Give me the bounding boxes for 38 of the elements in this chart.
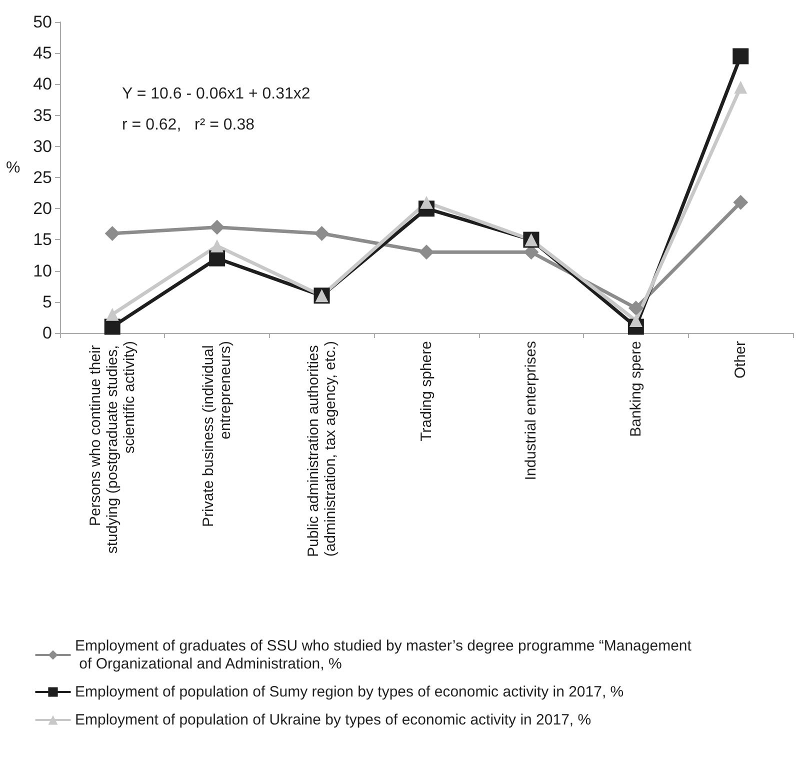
point [420, 196, 433, 209]
point [210, 220, 225, 235]
y-tick-label: 5 [42, 292, 52, 312]
y-tick-label: 40 [33, 74, 52, 94]
point [210, 239, 224, 252]
y-tick-label: 50 [33, 12, 52, 32]
x-tick-label: Persons who continue their studying (postgraduate studies, scientific activity) [86, 341, 138, 554]
y-tick-label: 35 [33, 106, 52, 125]
point [314, 226, 330, 241]
y-tick-label: 45 [33, 44, 52, 63]
legend-label: Employment of population of Ukraine by types of economic activity in 2017, % [75, 712, 592, 728]
x-tick-label: Public administration authorities (administration, tax agency, etc.) [304, 341, 339, 557]
y-tick-label: 0 [42, 324, 52, 342]
legend-label: Employment of population of Sumy region by types of economic activity in 2017, % [75, 684, 624, 700]
y-tick-label: 15 [33, 230, 52, 250]
point [732, 48, 749, 64]
y-tick-label: 25 [33, 168, 52, 187]
point [106, 308, 119, 321]
y-tick-label: 10 [33, 261, 52, 280]
point [734, 80, 748, 94]
annotation: r = 0.62, r² = 0.38 [122, 116, 255, 134]
point [628, 300, 644, 316]
y-tick-label: 20 [33, 199, 52, 218]
x-tick-label: Other [732, 340, 750, 379]
x-tick-label: Private business (individual entrepreneurs) [200, 341, 234, 527]
x-tick-label: Industrial enterprises [522, 341, 540, 480]
point [419, 244, 434, 260]
point [104, 318, 120, 335]
x-tick-label: Trading sphere [418, 341, 435, 442]
annotation: Y = 10.6 - 0.06x1 + 0.31x2 [122, 86, 310, 102]
y-tick-label: 30 [33, 136, 52, 156]
point [629, 314, 642, 328]
legend-label: Employment of graduates of SSU who studied by master’s degree programme “Management of Organizational and Administration, % [75, 638, 692, 672]
point [733, 194, 748, 210]
y-axis-title: % [6, 160, 20, 176]
point [209, 250, 226, 266]
point [104, 226, 120, 241]
x-tick-label: Banking spere [627, 341, 644, 437]
